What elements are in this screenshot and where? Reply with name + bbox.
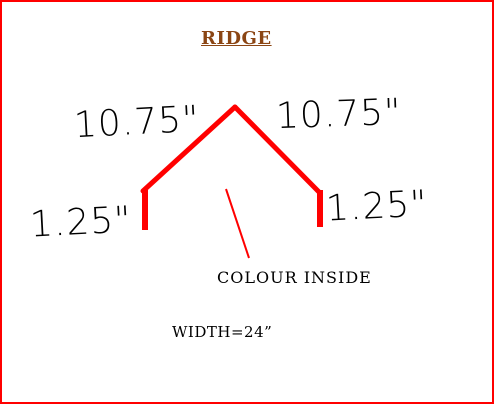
width-note: WIDTH=24” — [172, 323, 273, 341]
colour-inside-note: COLOUR INSIDE — [217, 268, 372, 287]
right-slope-edge — [232, 104, 322, 195]
right-drop-dimension: 1.25" — [324, 183, 429, 230]
left-slope-edge — [140, 104, 238, 194]
colour-leader-line — [225, 188, 250, 259]
left-slope-dimension: 10.75" — [72, 98, 201, 147]
drawing-title: RIDGE — [201, 28, 272, 49]
left-drop-dimension: 1.25" — [28, 199, 133, 246]
right-slope-dimension: 10.75" — [275, 91, 403, 138]
